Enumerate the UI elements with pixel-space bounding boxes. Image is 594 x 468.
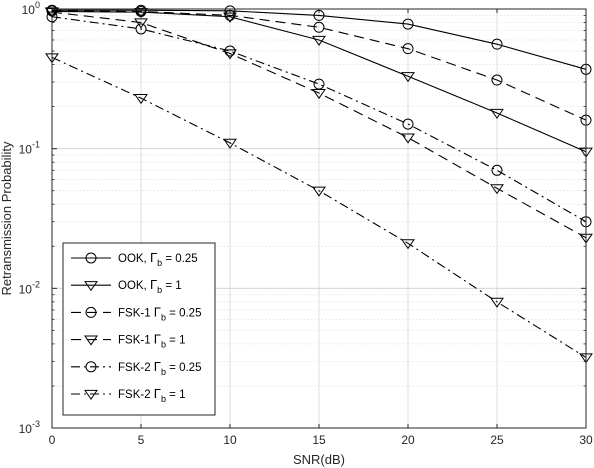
y-axis-label: Retransmission Probability [0, 141, 14, 295]
triangle-marker [84, 281, 98, 292]
triangle-marker [223, 49, 237, 60]
triangle-marker [84, 335, 98, 346]
legend-box [62, 242, 216, 416]
circle-marker [402, 43, 414, 55]
x-tick-label: 30 [579, 433, 593, 447]
triangle-marker [401, 72, 415, 83]
legend-item: FSK-1 Γb = 1 [71, 332, 186, 350]
series-5 [46, 11, 592, 228]
triangle-marker [490, 108, 504, 119]
legend-label: FSK-2 Γb = 1 [118, 386, 186, 404]
series-6 [45, 53, 593, 364]
circle-marker [491, 164, 503, 176]
legend-label: FSK-2 Γb = 0.25 [118, 359, 201, 377]
legend-item: FSK-2 Γb = 1 [71, 386, 186, 404]
circle-marker [491, 74, 503, 86]
x-tick-label: 10 [223, 433, 237, 447]
triangle-marker [490, 184, 504, 195]
legend-item: OOK, Γb = 1 [71, 277, 182, 295]
triangle-marker [223, 138, 237, 149]
series-line [51, 11, 587, 239]
circle-marker [85, 306, 97, 318]
triangle-marker [312, 186, 326, 197]
circle-marker [313, 21, 325, 33]
legend-label: FSK-1 Γb = 1 [118, 332, 186, 350]
legend-label: FSK-1 Γb = 0.25 [118, 304, 201, 322]
series-line [51, 56, 587, 358]
circle-marker [402, 118, 414, 130]
circle-marker [402, 18, 414, 30]
triangle-marker [401, 133, 415, 144]
triangle-marker [312, 35, 326, 46]
triangle-marker [490, 297, 504, 308]
x-tick-label: 5 [138, 433, 145, 447]
legend-item: FSK-1 Γb = 0.25 [71, 304, 201, 322]
y-tick-label: 10-3 [19, 419, 40, 436]
circle-marker [313, 78, 325, 90]
triangle-marker [223, 12, 237, 23]
x-axis-label: SNR(dB) [293, 452, 345, 467]
legend-item: FSK-2 Γb = 0.25 [71, 359, 201, 377]
legend-item: OOK, Γb = 0.25 [71, 250, 198, 268]
y-tick-label: 10-1 [19, 140, 40, 157]
x-tick-label: 20 [401, 433, 415, 447]
x-tick-label: 0 [49, 433, 56, 447]
circle-marker [135, 5, 147, 17]
triangle-marker [134, 18, 148, 29]
series-line [51, 16, 587, 223]
x-tick-label: 25 [490, 433, 504, 447]
legend: OOK, Γb = 0.25 OOK, Γb = 1 FSK-1 Γb = 0.25… [62, 242, 216, 416]
circle-marker [85, 252, 97, 264]
triangle-marker [401, 239, 415, 250]
triangle-marker [84, 389, 98, 400]
circle-marker [491, 38, 503, 50]
circle-marker [135, 23, 147, 35]
y-tick-label: 10-2 [19, 279, 40, 296]
legend-label: OOK, Γb = 0.25 [118, 250, 198, 268]
y-tick-label: 100 [22, 0, 40, 17]
circle-marker [224, 45, 236, 57]
x-tick-label: 15 [312, 433, 326, 447]
triangle-marker [134, 94, 148, 105]
legend-label: OOK, Γb = 1 [118, 277, 182, 295]
circle-marker [85, 361, 97, 373]
